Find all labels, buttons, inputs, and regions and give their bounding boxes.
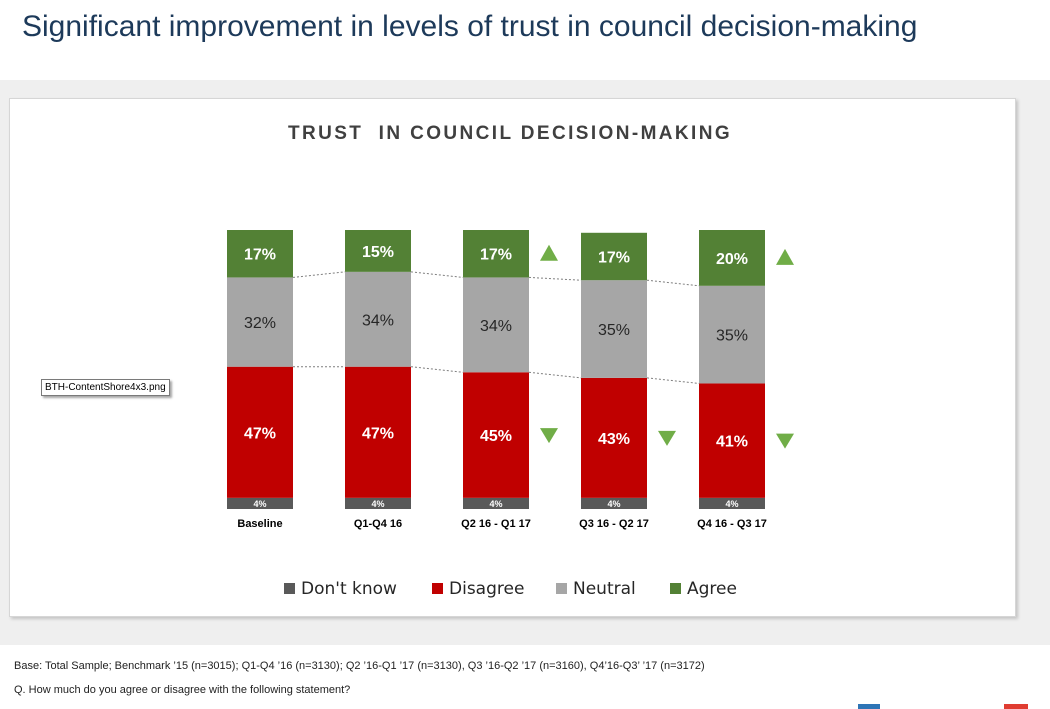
legend-swatch-dont-know [284, 583, 295, 594]
data-label-dont-know: 4% [725, 499, 738, 509]
bar-agree [345, 230, 411, 272]
data-label-disagree: 45% [480, 428, 512, 445]
series-connector-line [292, 271, 346, 278]
data-labels: 4% 47% 32% 17% 4% 47% 34% 15% 4% 45% 34% 17% 4% 43% 35… [244, 244, 748, 509]
bar-disagree [581, 377, 647, 498]
data-label-disagree: 47% [244, 425, 276, 442]
file-name-label: BTH-ContentShore4x3.png [41, 379, 170, 396]
bar-agree [581, 232, 647, 281]
x-tick-label: Q3 16 - Q2 17 [579, 518, 649, 530]
bar-dont-know [227, 497, 293, 509]
x-tick-label: Baseline [237, 518, 282, 530]
bar-neutral [581, 280, 647, 378]
legend-label-neutral: Neutral [573, 579, 636, 599]
data-label-neutral: 35% [598, 322, 630, 339]
series-connector-line [528, 276, 582, 281]
series-connector-line [646, 377, 700, 384]
bar-disagree [699, 383, 765, 498]
series-connector-line [410, 366, 464, 373]
down-arrow-icon [658, 430, 676, 446]
legend-swatch-agree [670, 583, 681, 594]
x-axis-labels: Baseline Q1-Q4 16 Q2 16 - Q1 17 Q3 16 - Q2 … [237, 518, 766, 530]
bar-disagree [227, 366, 293, 498]
base-footnote: Base: Total Sample; Benchmark ’15 (n=301… [14, 660, 705, 672]
bar-neutral [463, 277, 529, 373]
data-label-agree: 20% [716, 251, 748, 268]
corner-mark-red [1004, 704, 1028, 709]
data-label-disagree: 43% [598, 431, 630, 448]
bar-dont-know [581, 497, 647, 509]
series-connector-line [646, 279, 700, 287]
legend-label-agree: Agree [687, 579, 737, 599]
bar-disagree [463, 372, 529, 498]
bar-dont-know [699, 497, 765, 509]
bar-agree [227, 230, 293, 278]
bar-agree [699, 230, 765, 286]
up-arrow-icon [540, 244, 558, 261]
x-tick-label: Q2 16 - Q1 17 [461, 518, 531, 530]
corner-mark-blue [858, 704, 880, 709]
legend-label-dont-know: Don't know [301, 579, 397, 599]
legend-swatch-disagree [432, 583, 443, 594]
slide-title: Significant improvement in levels of tru… [22, 10, 918, 43]
data-label-dont-know: 4% [371, 499, 384, 509]
series-connector-line [528, 371, 582, 379]
data-label-neutral: 35% [716, 328, 748, 345]
down-arrow-icon [776, 433, 794, 449]
data-label-agree: 15% [362, 244, 394, 261]
bar-neutral [345, 271, 411, 367]
bar-dont-know [463, 497, 529, 509]
data-label-neutral: 32% [244, 315, 276, 332]
legend-swatch-neutral [556, 583, 567, 594]
bar-dont-know [345, 497, 411, 509]
stacked-bar-chart: TRUST IN COUNCIL DECISION-MAKING 4% 47% 32… [227, 123, 794, 599]
data-label-agree: 17% [480, 247, 512, 264]
data-label-neutral: 34% [480, 318, 512, 335]
bars [227, 230, 765, 509]
data-label-disagree: 47% [362, 425, 394, 442]
data-label-dont-know: 4% [607, 499, 620, 509]
legend: Don't know Disagree Neutral Agree [284, 579, 737, 599]
chart-panel: TRUST IN COUNCIL DECISION-MAKING 4% 47% 32… [9, 98, 1016, 617]
up-arrow-icon [776, 248, 794, 265]
data-label-neutral: 34% [362, 312, 394, 329]
data-label-dont-know: 4% [253, 499, 266, 509]
data-label-dont-know: 4% [489, 499, 502, 509]
down-arrow-icon [540, 428, 558, 444]
data-label-agree: 17% [244, 247, 276, 264]
series-connector-lines [292, 271, 700, 384]
significance-arrows [540, 244, 794, 449]
chart-title: TRUST IN COUNCIL DECISION-MAKING [288, 123, 732, 144]
x-tick-label: Q4 16 - Q3 17 [697, 518, 767, 530]
bar-disagree [345, 366, 411, 498]
series-connector-line [410, 271, 464, 278]
question-footnote: Q. How much do you agree or disagree wit… [14, 684, 351, 696]
data-label-agree: 17% [598, 250, 630, 267]
x-tick-label: Q1-Q4 16 [354, 518, 402, 530]
data-label-disagree: 41% [716, 434, 748, 451]
bar-agree [463, 230, 529, 278]
legend-label-disagree: Disagree [449, 579, 524, 599]
bar-neutral [699, 285, 765, 384]
bar-neutral [227, 277, 293, 367]
